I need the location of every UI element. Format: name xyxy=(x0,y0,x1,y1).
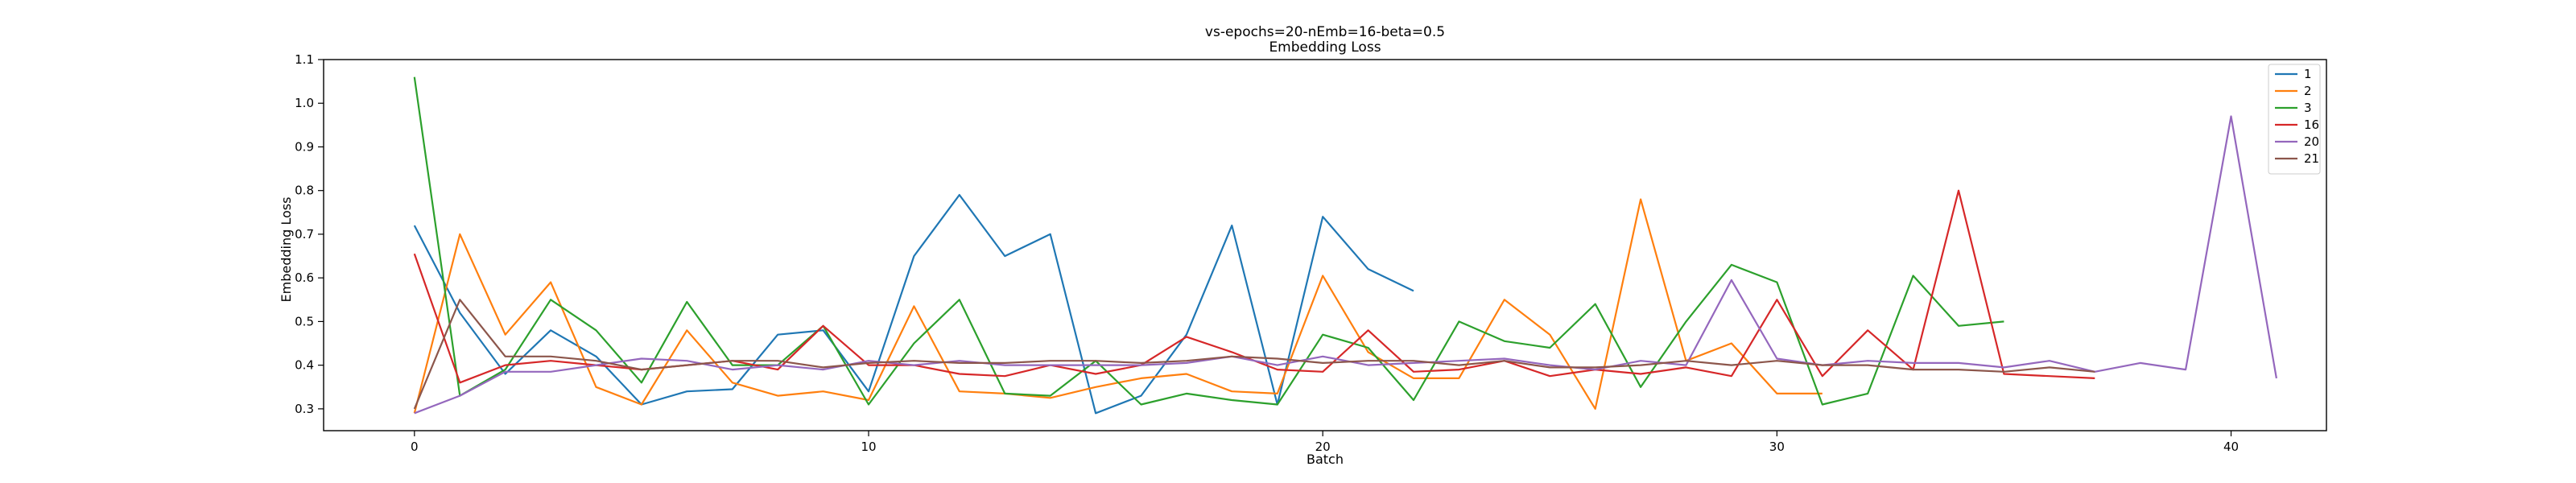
legend-label-1: 1 xyxy=(2304,67,2312,81)
x-tick-label: 0 xyxy=(411,440,419,454)
x-tick-label: 20 xyxy=(1315,440,1331,454)
y-tick-label: 0.4 xyxy=(295,358,314,373)
y-tick-label: 0.7 xyxy=(295,227,314,242)
series-lines xyxy=(413,76,2277,415)
chart-title: vs-epochs=20-nEmb=16-beta=0.5 xyxy=(1205,24,1445,40)
legend: 1 2 3 16 20 21 xyxy=(2268,64,2321,175)
y-tick-label: 0.9 xyxy=(295,139,314,154)
x-axis-ticks: 0 10 20 30 40 xyxy=(411,431,2239,454)
y-axis-label: Embedding Loss xyxy=(279,197,294,303)
y-axis-ticks: 0.3 0.4 0.5 0.6 0.7 0.8 0.9 1.0 1.1 xyxy=(295,52,324,416)
legend-label-20: 20 xyxy=(2304,134,2319,149)
chart-subtitle: Embedding Loss xyxy=(1269,39,1381,56)
y-tick-label: 0.6 xyxy=(295,270,314,285)
y-tick-label: 0.3 xyxy=(295,402,314,416)
series-line-2 xyxy=(413,198,1823,414)
title-group: vs-epochs=20-nEmb=16-beta=0.5 Embedding … xyxy=(1205,24,1445,56)
legend-label-21: 21 xyxy=(2304,151,2319,166)
y-tick-label: 1.0 xyxy=(295,96,314,110)
x-tick-label: 30 xyxy=(1769,440,1785,454)
y-tick-label: 0.5 xyxy=(295,314,314,328)
series-line-3 xyxy=(413,76,2004,406)
x-tick-label: 10 xyxy=(861,440,876,454)
series-line-20 xyxy=(414,115,2277,415)
plot-frame xyxy=(323,59,2327,431)
series-line-16 xyxy=(413,189,2095,384)
series-line-1 xyxy=(413,194,1414,415)
y-tick-label: 1.1 xyxy=(295,52,314,67)
y-tick-label: 0.8 xyxy=(295,184,314,198)
legend-label-3: 3 xyxy=(2304,101,2312,115)
legend-label-16: 16 xyxy=(2304,118,2319,132)
legend-label-2: 2 xyxy=(2304,84,2312,98)
x-axis-label: Batch xyxy=(1307,452,1344,467)
x-tick-label: 40 xyxy=(2223,440,2239,454)
series-line-21 xyxy=(413,299,2095,410)
